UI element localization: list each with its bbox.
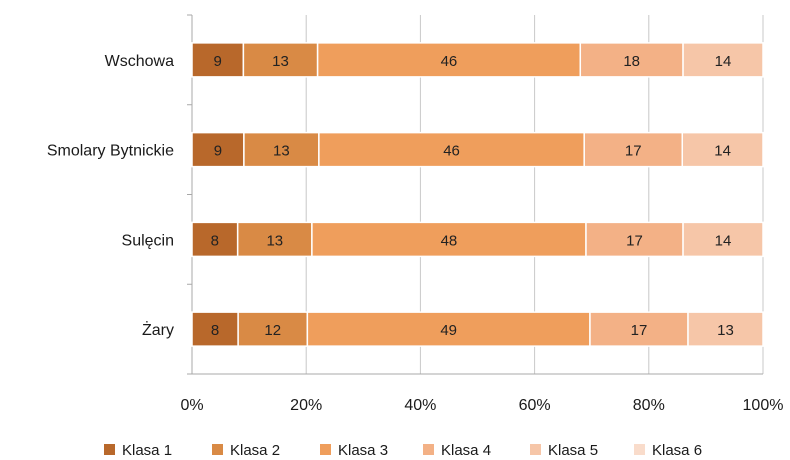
data-label: 17 bbox=[631, 322, 648, 339]
bar-segment bbox=[589, 311, 689, 347]
category-label: Wschowa bbox=[105, 53, 174, 70]
bar-segment bbox=[237, 311, 309, 347]
legend-swatch bbox=[423, 444, 434, 455]
bar-segment bbox=[243, 131, 320, 168]
bar-segment bbox=[191, 131, 245, 168]
bar-segment bbox=[306, 311, 591, 347]
category-label: Sulęcin bbox=[122, 232, 174, 249]
bar-segment bbox=[687, 311, 764, 347]
data-label: 18 bbox=[623, 53, 640, 70]
legend-label: Klasa 3 bbox=[338, 442, 388, 459]
data-label: 46 bbox=[441, 53, 458, 70]
legend-swatch bbox=[104, 444, 115, 455]
x-tick-label: 60% bbox=[519, 397, 551, 414]
legend-swatch bbox=[530, 444, 541, 455]
legend-label: Klasa 4 bbox=[441, 442, 491, 459]
data-label: 8 bbox=[211, 322, 219, 339]
bar-segment bbox=[316, 42, 582, 78]
data-label: 13 bbox=[266, 232, 283, 249]
data-label: 14 bbox=[714, 143, 731, 160]
legend-swatch bbox=[320, 444, 331, 455]
data-label: 13 bbox=[717, 322, 734, 339]
data-label: 17 bbox=[625, 143, 642, 160]
x-tick-label: 20% bbox=[290, 397, 322, 414]
x-axis-ticks: 0% 20% 40% 60% 80% 100% bbox=[180, 397, 783, 414]
data-label: 49 bbox=[440, 322, 457, 339]
legend-label: Klasa 6 bbox=[652, 442, 702, 459]
bar-segment bbox=[682, 42, 764, 78]
data-label: 8 bbox=[211, 232, 219, 249]
x-tick-label: 40% bbox=[404, 397, 436, 414]
x-tick-label: 0% bbox=[180, 397, 203, 414]
data-label: 13 bbox=[272, 53, 289, 70]
data-label: 17 bbox=[626, 232, 643, 249]
legend-swatch bbox=[212, 444, 223, 455]
bar-segment bbox=[311, 221, 587, 258]
bar-segment bbox=[191, 311, 239, 347]
legend-label: Klasa 1 bbox=[122, 442, 172, 459]
x-tick-label: 80% bbox=[633, 397, 665, 414]
data-label: 14 bbox=[715, 232, 732, 249]
bar-segment bbox=[681, 131, 764, 168]
bar-segment bbox=[191, 221, 239, 258]
data-label: 9 bbox=[214, 143, 222, 160]
data-label: 46 bbox=[443, 143, 460, 160]
bar-segment bbox=[682, 221, 764, 258]
bar-segment bbox=[579, 42, 684, 78]
data-label: 48 bbox=[441, 232, 458, 249]
legend-swatch bbox=[634, 444, 645, 455]
data-label: 12 bbox=[264, 322, 281, 339]
legend: Klasa 1 Klasa 2 Klasa 3 Klasa 4 Klasa 5 Klasa… bbox=[104, 442, 702, 459]
data-label: 13 bbox=[273, 143, 290, 160]
data-label: 9 bbox=[214, 53, 222, 70]
bar-segment bbox=[583, 131, 684, 168]
category-label: Żary bbox=[142, 320, 174, 339]
bars: Wschowa 9 13 46 18 14 Smolary Bytnickie 9 13 46 17… bbox=[47, 42, 764, 347]
bar-segment bbox=[585, 221, 684, 258]
legend-label: Klasa 2 bbox=[230, 442, 280, 459]
legend-label: Klasa 5 bbox=[548, 442, 598, 459]
data-label: 14 bbox=[715, 53, 732, 70]
bar-segment bbox=[242, 42, 319, 78]
x-tick-label: 100% bbox=[743, 397, 784, 414]
category-label: Smolary Bytnickie bbox=[47, 143, 174, 160]
